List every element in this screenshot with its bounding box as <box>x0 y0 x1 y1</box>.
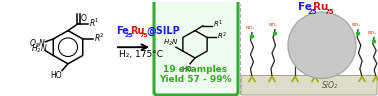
Text: Fe: Fe <box>116 26 129 36</box>
Text: 25: 25 <box>307 9 317 14</box>
Circle shape <box>273 31 277 36</box>
Text: Ru: Ru <box>313 2 329 12</box>
Text: $O_2N$: $O_2N$ <box>29 38 46 50</box>
Circle shape <box>372 39 376 43</box>
Text: 25: 25 <box>124 33 133 38</box>
Text: Fe: Fe <box>298 2 312 12</box>
Text: $R^1$: $R^1$ <box>213 19 223 30</box>
Text: NTl₃: NTl₃ <box>268 23 277 27</box>
Text: H₂, 175°C: H₂, 175°C <box>119 50 163 59</box>
Text: NTl₃: NTl₃ <box>246 26 254 30</box>
Text: Yield 57 - 99%: Yield 57 - 99% <box>159 75 231 84</box>
Text: O: O <box>81 14 87 23</box>
Text: HO: HO <box>50 71 62 80</box>
Circle shape <box>250 34 254 39</box>
Text: @SILP: @SILP <box>146 26 180 36</box>
Text: $R^2$: $R^2$ <box>217 31 227 42</box>
Circle shape <box>313 57 317 61</box>
FancyBboxPatch shape <box>241 75 377 95</box>
Ellipse shape <box>288 12 356 78</box>
Text: $H_2N$: $H_2N$ <box>163 38 178 48</box>
Text: HO: HO <box>181 66 192 72</box>
Text: NTl₃: NTl₃ <box>367 31 376 34</box>
Text: NTl₃: NTl₃ <box>311 51 319 55</box>
Text: 19 examples: 19 examples <box>163 65 227 74</box>
Text: $H_2N$: $H_2N$ <box>31 42 48 55</box>
Text: 75: 75 <box>140 33 149 38</box>
Text: Ru: Ru <box>130 26 144 36</box>
Text: $R^1$: $R^1$ <box>89 17 100 29</box>
Circle shape <box>356 31 360 36</box>
Text: NTl₃: NTl₃ <box>352 23 361 27</box>
Text: SiO₂: SiO₂ <box>322 81 338 90</box>
Circle shape <box>293 57 297 61</box>
Text: $R^2$: $R^2$ <box>94 32 105 44</box>
Text: 75: 75 <box>324 9 334 14</box>
FancyBboxPatch shape <box>154 0 238 95</box>
Text: NTl₃: NTl₃ <box>291 51 299 55</box>
